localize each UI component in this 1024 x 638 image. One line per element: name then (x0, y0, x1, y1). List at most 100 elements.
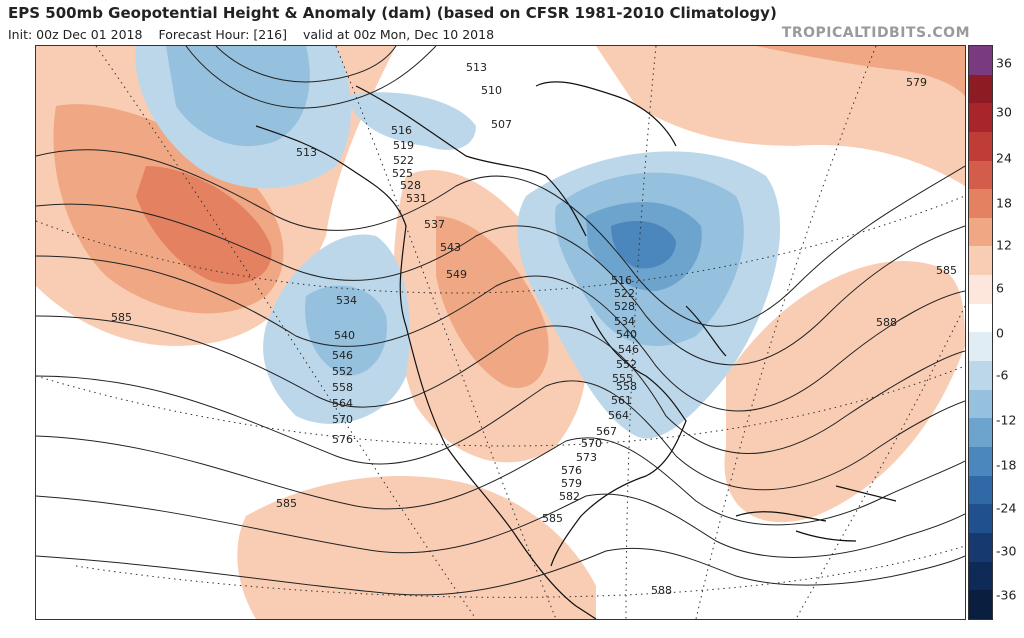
colorbar-segment (969, 131, 992, 161)
colorbar-tick-label: 24 (996, 150, 1012, 166)
graticule-line (36, 195, 965, 294)
colorbar-segment (969, 217, 992, 247)
contour-label: 552 (332, 365, 353, 378)
contour-label: 516 (391, 124, 412, 137)
colorbar-tick-label: -30 (996, 543, 1017, 559)
colorbar-tick-label: 6 (996, 280, 1004, 296)
colorbar-segment (969, 475, 992, 505)
colorbar-segment (969, 275, 992, 304)
contour-label: 588 (651, 584, 672, 597)
graticule-line (75, 545, 965, 598)
colorbar-labels: 36 30 24 18 12 6 0 -6 -12 -18 -24 -30 -36 (996, 45, 1024, 620)
positive-anomaly-region (596, 46, 965, 186)
height-contour (215, 46, 397, 83)
colorbar-segment (969, 160, 992, 190)
contour-label: 546 (332, 349, 353, 362)
contour-label: 585 (111, 311, 132, 324)
contour-label: 534 (614, 315, 635, 328)
contour-label: 540 (616, 328, 637, 341)
contour-label: 570 (332, 413, 353, 426)
colorbar-tick-label: -12 (996, 412, 1017, 428)
colorbar-segment (969, 590, 992, 619)
colorbar-segment (969, 332, 992, 362)
colorbar-tick-label: -18 (996, 457, 1017, 473)
contour-label: 570 (581, 437, 602, 450)
anomaly-map: 5135105075165195225255285315375435495345… (36, 46, 965, 619)
colorbar-tick-label: 12 (996, 237, 1012, 253)
contour-label: 522 (393, 154, 414, 167)
negative-anomaly-region (346, 92, 476, 150)
contour-label: 582 (559, 490, 580, 503)
contour-label: 537 (424, 218, 445, 231)
negative-anomaly-region (611, 221, 676, 269)
colorbar-segment (969, 74, 992, 104)
contour-label: 522 (614, 287, 635, 300)
coastline (685, 305, 727, 357)
height-contour (36, 203, 965, 366)
contour-label: 540 (334, 329, 355, 342)
positive-anomaly-region (436, 216, 549, 388)
positive-anomaly-region (724, 260, 965, 523)
init-time: Init: 00z Dec 01 2018 (8, 27, 143, 42)
graticule-line (335, 46, 557, 619)
colorbar-tick-label: 30 (996, 104, 1012, 120)
contour-label: 579 (561, 477, 582, 490)
colorbar-segment (969, 446, 992, 476)
colorbar-tick-label: -36 (996, 587, 1017, 603)
contour-label: 543 (440, 241, 461, 254)
contour-label: 546 (618, 343, 639, 356)
graticule-line (625, 46, 657, 619)
colorbar-tick-label: 18 (996, 195, 1012, 211)
coastline (795, 530, 857, 542)
contour-label: 513 (466, 61, 487, 74)
height-contour (36, 149, 965, 327)
coastline (535, 81, 677, 147)
colorbar-segment (969, 504, 992, 533)
colorbar-segment (969, 389, 992, 419)
coastline (255, 125, 597, 619)
brand-watermark: TROPICALTIDBITS.COM (781, 25, 970, 41)
height-contours (36, 46, 965, 596)
colorbar-tick-label: 0 (996, 325, 1004, 341)
height-contour (36, 493, 965, 558)
colorbar-tick-label: -24 (996, 500, 1017, 516)
contour-label: 519 (393, 139, 414, 152)
colorbar-tick-label: -6 (996, 367, 1009, 383)
coastline (735, 511, 827, 522)
height-contour (185, 46, 437, 109)
forecast-hour: Forecast Hour: [216] (158, 27, 288, 42)
contour-label: 516 (611, 274, 632, 287)
height-contour (36, 315, 965, 454)
map-title: EPS 500mb Geopotential Height & Anomaly … (8, 4, 777, 22)
positive-anomaly-region (756, 46, 965, 96)
valid-time: valid at 00z Mon, Dec 10 2018 (303, 27, 495, 42)
contour-label: 585 (276, 497, 297, 510)
colorbar (968, 45, 993, 620)
height-contour (36, 255, 965, 412)
contour-label: 531 (406, 192, 427, 205)
contour-label: 576 (332, 433, 353, 446)
contour-label: 534 (336, 294, 357, 307)
contour-label: 558 (616, 380, 637, 393)
colorbar-segment (969, 303, 992, 333)
colorbar-segment (969, 246, 992, 276)
colorbar-segment (969, 532, 992, 562)
height-contour (36, 547, 965, 596)
colorbar-segment (969, 418, 992, 447)
negative-anomaly-region (166, 46, 310, 147)
contour-label: 576 (561, 464, 582, 477)
contour-label: 588 (876, 316, 897, 329)
colorbar-segment (969, 103, 992, 132)
contour-label: 567 (596, 425, 617, 438)
map-subtitle: Init: 00z Dec 01 2018 Forecast Hour: [21… (8, 27, 506, 42)
contour-label: 510 (481, 84, 502, 97)
height-contour (36, 435, 965, 526)
graticule-line (695, 46, 877, 619)
coastline (835, 485, 897, 502)
contour-label: 564 (608, 409, 629, 422)
contour-label: 549 (446, 268, 467, 281)
map-panel: 513 510 507 516 519 522 525 528 531 537 543 549 534 5… (35, 45, 966, 620)
contour-label: 555 (612, 372, 633, 385)
contour-label: 585 (542, 512, 563, 525)
colorbar-segment (969, 361, 992, 390)
